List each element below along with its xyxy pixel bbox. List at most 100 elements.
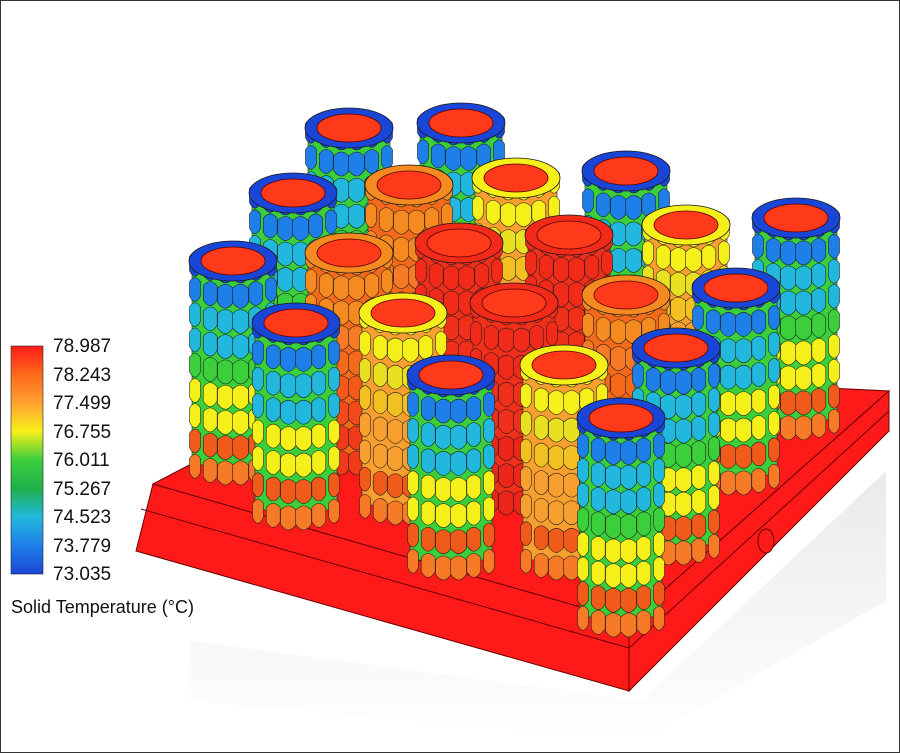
fin-scale — [595, 192, 611, 218]
fin-scale — [780, 240, 797, 266]
fin-scale — [295, 373, 312, 399]
fin-scale — [348, 275, 365, 301]
fin-scale — [533, 470, 549, 496]
fin-scale — [217, 309, 234, 334]
fin-scale — [811, 313, 827, 338]
fin-scale — [584, 254, 600, 280]
fin-scale — [691, 489, 707, 514]
fin-scale — [359, 493, 371, 519]
fin-scale — [735, 417, 752, 443]
fin-scale — [768, 305, 780, 331]
fin-scale — [708, 460, 720, 486]
fin-scale — [720, 391, 737, 416]
fin-scale — [189, 428, 201, 454]
fin-scale — [364, 149, 380, 174]
fin-scale — [311, 370, 327, 396]
fin-scale — [605, 612, 622, 638]
fin-scale — [372, 335, 388, 360]
fin-scale — [653, 507, 665, 533]
fin-scale — [407, 418, 419, 443]
fin-scale — [359, 466, 371, 492]
fin-scale — [420, 396, 436, 421]
fin-scale — [450, 451, 467, 476]
pin-fin — [251, 302, 341, 531]
colorbar-gradient — [10, 345, 44, 575]
fin-scale — [460, 146, 477, 171]
fin-scale — [407, 496, 419, 522]
fin-scale — [277, 267, 294, 292]
fin-scale — [277, 241, 294, 267]
fin-scale — [828, 258, 840, 284]
fin-scale — [348, 177, 365, 203]
fin-scale — [450, 503, 467, 528]
fin-scale — [577, 581, 589, 606]
fin-scale — [675, 418, 692, 444]
fin-scale — [387, 392, 404, 417]
fin-scale — [705, 309, 721, 335]
fin-scale — [795, 240, 812, 266]
fin-scale — [636, 462, 652, 487]
fin-scale — [217, 283, 234, 309]
fin-scale — [765, 238, 781, 263]
fin-scale — [428, 263, 444, 288]
fin-scale — [311, 450, 327, 475]
fin-scale — [751, 362, 767, 388]
fin-scale — [470, 321, 482, 346]
fin-scale — [372, 443, 388, 469]
fin-scale — [232, 384, 249, 410]
fin-scale — [232, 283, 249, 309]
fin-scale — [513, 327, 530, 353]
fin-scale — [828, 358, 840, 384]
pin-fin — [576, 397, 666, 638]
fin-scale — [605, 538, 622, 564]
fin-scale — [328, 366, 340, 392]
fin-scale — [466, 396, 482, 421]
fin-scale — [590, 610, 606, 635]
fin-scale — [653, 556, 665, 582]
fin-scale — [811, 363, 827, 388]
fin-scale — [393, 209, 410, 235]
fin-scale — [620, 563, 637, 589]
fin-scale — [582, 312, 594, 338]
fin-scale — [520, 438, 532, 464]
fin-scale — [348, 203, 365, 229]
fin-scale — [708, 509, 720, 535]
fin-scale — [563, 472, 580, 498]
fin-scale — [625, 248, 642, 273]
fin-scale — [636, 610, 652, 635]
fin-scale — [605, 440, 622, 465]
fin-scale — [295, 479, 312, 504]
fin-scale — [590, 486, 606, 512]
fin-scale — [590, 511, 606, 537]
fin-scale — [577, 605, 589, 631]
fin-scale — [466, 422, 482, 448]
fin-scale — [590, 462, 606, 487]
pin-fin-cap — [426, 228, 492, 258]
fin-scale — [483, 522, 495, 548]
fin-scale — [751, 415, 767, 440]
fin-scale — [795, 415, 812, 441]
fin-scale — [393, 237, 410, 262]
fin-scale — [610, 346, 627, 371]
fin-scale — [483, 325, 499, 350]
fin-scale — [718, 240, 730, 266]
fin-scale — [387, 500, 404, 526]
fin-scale — [249, 209, 261, 235]
fin-scale — [308, 213, 324, 239]
fin-scale — [500, 202, 517, 228]
fin-scale — [582, 188, 594, 214]
fin-scale — [420, 474, 436, 500]
fin-scale — [653, 532, 665, 557]
fin-scale — [533, 553, 549, 578]
fin-scale — [189, 327, 201, 353]
fin-scale — [828, 233, 840, 259]
pin-fin-cap — [481, 288, 547, 318]
colorbar-tick-label: 78.243 — [53, 365, 112, 386]
fin-scale — [418, 335, 434, 360]
pin-fin-cap — [376, 170, 442, 200]
fin-scale — [708, 436, 720, 462]
fin-scale — [675, 370, 692, 395]
fin-scale — [372, 362, 388, 388]
fin-scale — [381, 268, 393, 294]
fin-scale — [435, 477, 452, 502]
